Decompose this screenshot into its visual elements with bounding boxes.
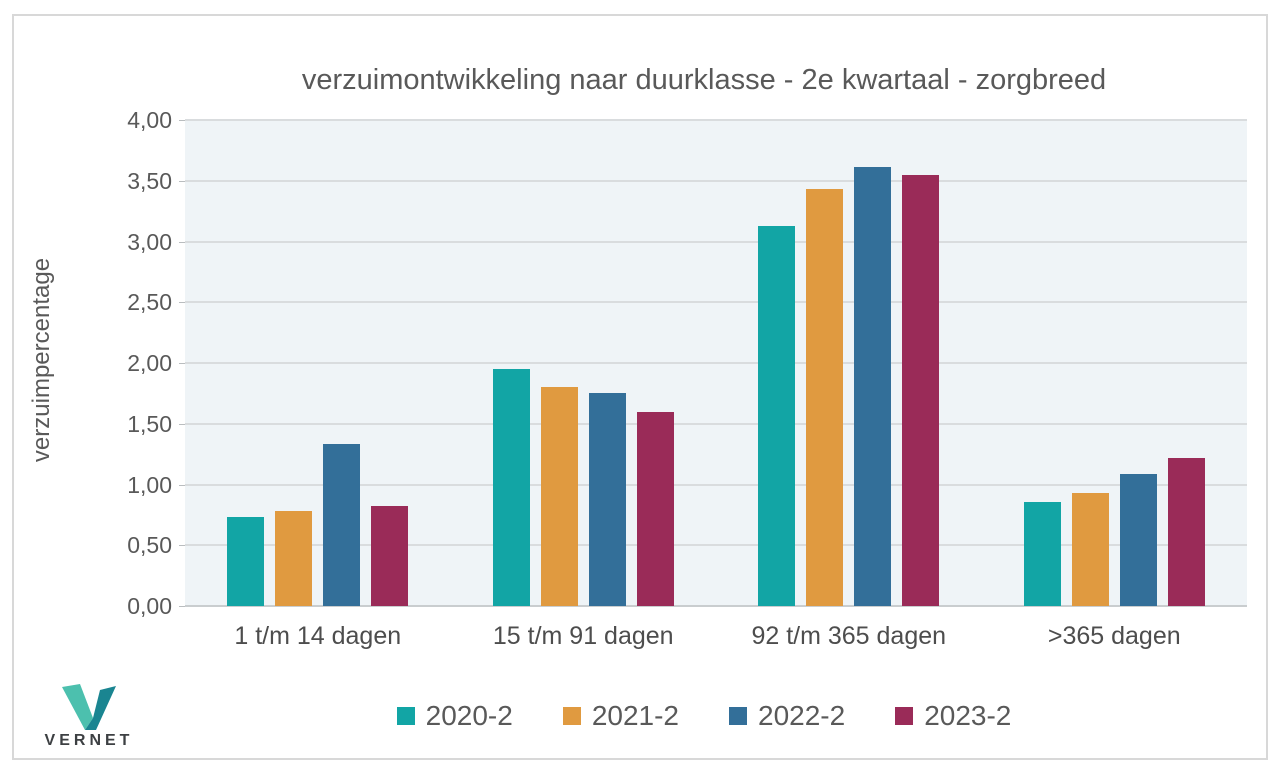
y-tick-label: 0,50 xyxy=(127,532,172,559)
legend: 2020-2 2021-2 2022-2 2023-2 xyxy=(173,700,1235,732)
y-tick-mark xyxy=(179,423,185,425)
legend-swatch-icon xyxy=(729,707,747,725)
x-axis-label: 15 t/m 91 dagen xyxy=(492,622,674,650)
gridline xyxy=(185,179,1247,182)
gridline xyxy=(185,483,1247,486)
bar-2021-2 xyxy=(806,189,844,606)
chart-card: verzuimontwikkeling naar duurklasse - 2e… xyxy=(12,14,1268,760)
y-tick-label: 4,00 xyxy=(127,107,172,133)
bar-2021-2 xyxy=(540,387,578,606)
legend-item-2021-2: 2021-2 xyxy=(562,700,679,732)
plot-area xyxy=(179,119,1247,607)
y-tick-mark xyxy=(179,120,185,121)
legend-item-2023-2: 2023-2 xyxy=(895,700,1011,732)
x-axis-label: 1 t/m 14 dagen xyxy=(234,622,402,650)
gridline xyxy=(185,301,1247,304)
bar-2023-2 xyxy=(636,411,674,606)
y-tick-label: 3,00 xyxy=(127,228,172,255)
legend-item-2022-2: 2022-2 xyxy=(729,700,845,732)
bar-group-4 xyxy=(982,120,1248,606)
legend-label: 2022-2 xyxy=(758,700,846,731)
legend-label: 2020-2 xyxy=(425,700,513,731)
y-axis-labels: 4,00 3,50 3,00 2,50 2,00 1,50 1,00 0,50 0,00 xyxy=(54,107,172,619)
y-tick-mark xyxy=(179,241,185,243)
bar-2021-2 xyxy=(275,511,313,606)
y-tick-mark xyxy=(179,606,185,607)
bar-2023-2 xyxy=(1167,457,1205,606)
vernet-logo: VERNET xyxy=(34,684,144,750)
bar-2020-2 xyxy=(227,517,265,606)
gridline xyxy=(185,422,1247,425)
x-axis-labels: 1 t/m 14 dagen 15 t/m 91 dagen 92 t/m 365 … xyxy=(185,622,1247,656)
legend-label: 2021-2 xyxy=(591,700,679,731)
x-axis-label: >365 dagen xyxy=(1047,622,1181,650)
bar-2022-2 xyxy=(1119,473,1157,606)
y-tick-label: 1,50 xyxy=(127,410,172,437)
vernet-v-icon xyxy=(62,684,116,730)
gridline xyxy=(185,240,1247,243)
chart-title: verzuimontwikkeling naar duurklasse - 2e… xyxy=(301,64,1107,96)
y-tick-mark xyxy=(179,363,185,364)
bar-2022-2 xyxy=(588,393,626,606)
legend-swatch-icon xyxy=(895,707,914,725)
y-tick-mark xyxy=(179,484,185,486)
legend-swatch-icon xyxy=(562,707,581,725)
legend-label: 2023-2 xyxy=(924,700,1012,731)
y-tick-label: 2,00 xyxy=(127,350,172,376)
bar-2022-2 xyxy=(854,167,892,606)
bar-group-3 xyxy=(716,120,982,606)
y-tick-mark xyxy=(179,545,185,547)
y-tick-label: 1,00 xyxy=(127,471,172,498)
gridline xyxy=(185,119,1247,121)
legend-swatch-icon xyxy=(396,707,415,725)
gridline xyxy=(185,544,1247,547)
bar-2023-2 xyxy=(371,506,409,606)
y-axis-title: verzuimpercentage xyxy=(28,257,55,463)
gridline xyxy=(185,605,1247,607)
bar-2023-2 xyxy=(902,174,940,606)
x-axis-label: 92 t/m 365 dagen xyxy=(751,622,947,650)
y-tick-label: 0,00 xyxy=(127,593,172,619)
y-tick-label: 3,50 xyxy=(127,167,172,194)
bar-2022-2 xyxy=(323,444,361,606)
y-tick-label: 2,50 xyxy=(127,289,172,316)
bar-2020-2 xyxy=(1023,501,1061,606)
bar-groups xyxy=(185,120,1247,606)
bar-2021-2 xyxy=(1071,493,1109,606)
y-tick-mark xyxy=(179,180,185,182)
bar-group-2 xyxy=(451,120,717,606)
vernet-logo-text: VERNET xyxy=(44,732,134,749)
bar-group-1 xyxy=(185,120,451,606)
bar-2020-2 xyxy=(492,369,530,606)
legend-item-2020-2: 2020-2 xyxy=(396,700,513,732)
bar-2020-2 xyxy=(758,225,796,606)
gridline xyxy=(185,362,1247,364)
y-tick-mark xyxy=(179,302,185,304)
